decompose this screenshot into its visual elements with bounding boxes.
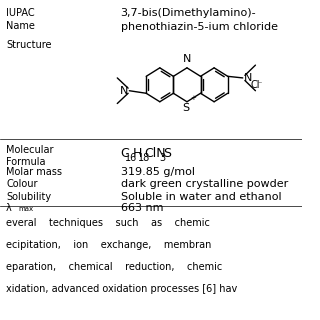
Text: Name: Name: [6, 21, 35, 31]
Text: eparation,    chemical    reduction,    chemic: eparation, chemical reduction, chemic: [6, 262, 222, 272]
Text: ecipitation,    ion    exchange,    membran: ecipitation, ion exchange, membran: [6, 240, 212, 250]
Text: Structure: Structure: [6, 40, 52, 50]
Text: 663 nm: 663 nm: [121, 203, 163, 213]
Text: S: S: [163, 147, 171, 160]
Text: Cl: Cl: [250, 81, 260, 91]
Text: Soluble in water and ethanol: Soluble in water and ethanol: [121, 192, 281, 202]
Text: 3,7-bis(Dimethylamino)-: 3,7-bis(Dimethylamino)-: [121, 8, 256, 18]
Text: Colour: Colour: [6, 179, 37, 189]
Text: 3: 3: [159, 153, 165, 163]
Text: IUPAC: IUPAC: [6, 8, 35, 18]
Text: ClN: ClN: [145, 147, 166, 160]
Text: S: S: [182, 103, 189, 113]
Text: dark green crystalline powder: dark green crystalline powder: [121, 179, 288, 189]
Text: Formula: Formula: [6, 157, 45, 167]
Text: Molecular: Molecular: [6, 145, 53, 155]
Text: 18: 18: [138, 153, 150, 163]
Text: N: N: [183, 54, 191, 64]
Text: Molar mass: Molar mass: [6, 167, 62, 177]
Text: max: max: [18, 206, 33, 212]
Text: +: +: [191, 95, 196, 101]
Text: ⁻: ⁻: [258, 80, 262, 89]
Text: phenothiazin-5-ium chloride: phenothiazin-5-ium chloride: [121, 22, 278, 32]
Text: everal    techniques    such    as    chemic: everal techniques such as chemic: [6, 218, 210, 228]
Text: λ: λ: [6, 203, 12, 213]
Text: xidation, advanced oxidation processes [6] hav: xidation, advanced oxidation processes […: [6, 284, 237, 293]
Text: 319.85 g/mol: 319.85 g/mol: [121, 167, 195, 177]
Text: Solubility: Solubility: [6, 192, 51, 202]
Text: H: H: [133, 147, 142, 160]
Text: C: C: [121, 147, 129, 160]
Text: 16: 16: [125, 153, 138, 163]
Text: N: N: [120, 86, 129, 96]
Text: N: N: [244, 73, 252, 83]
